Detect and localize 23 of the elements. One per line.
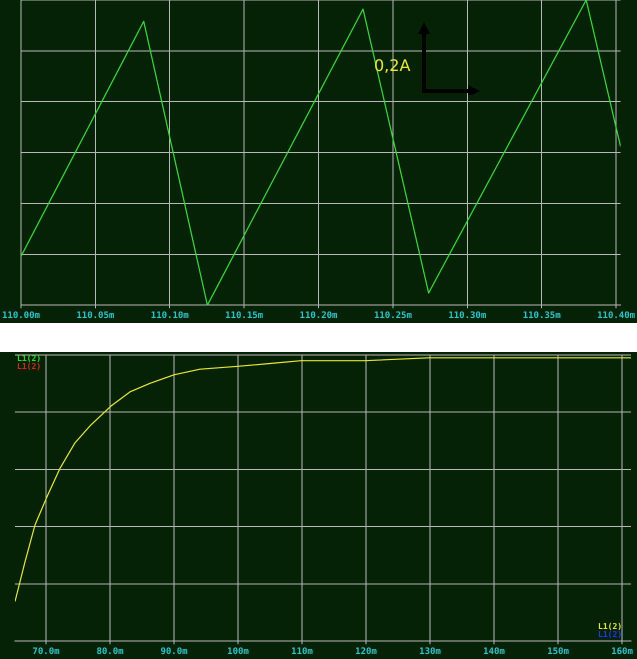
x-tick-label: 150m xyxy=(547,646,570,657)
x-tick-label: 110.15m xyxy=(225,310,264,321)
x-tick-label: 110.10m xyxy=(150,310,190,321)
x-tick-label: 100m xyxy=(227,646,250,657)
x-tick-label: 70.0m xyxy=(32,646,60,657)
x-tick-label: 110.00m xyxy=(2,310,41,321)
x-tick-label: 90.0m xyxy=(160,646,188,657)
x-tick-label: 110.35m xyxy=(522,310,562,321)
x-tick-label: 110.40m xyxy=(597,310,636,321)
annotation: L1(2) xyxy=(17,362,42,371)
x-tick-label: 110.20m xyxy=(300,310,338,321)
x-tick-label: 80.0m xyxy=(96,646,124,657)
annotation: L1(2) xyxy=(598,630,622,639)
x-tick-label: 120m xyxy=(355,646,378,657)
x-tick-label: 130m xyxy=(419,646,442,657)
annotation: L1(2) xyxy=(17,354,42,363)
x-tick-label: 110.05m xyxy=(76,310,115,321)
x-tick-label: 110.25m xyxy=(374,310,412,321)
x-tick-label: 140m xyxy=(483,646,506,657)
x-tick-label: 110.30m xyxy=(448,310,487,321)
x-tick-label: 160m xyxy=(611,646,634,657)
x-tick-label: 110m xyxy=(291,646,314,657)
annotation: L1(2) xyxy=(598,622,622,631)
